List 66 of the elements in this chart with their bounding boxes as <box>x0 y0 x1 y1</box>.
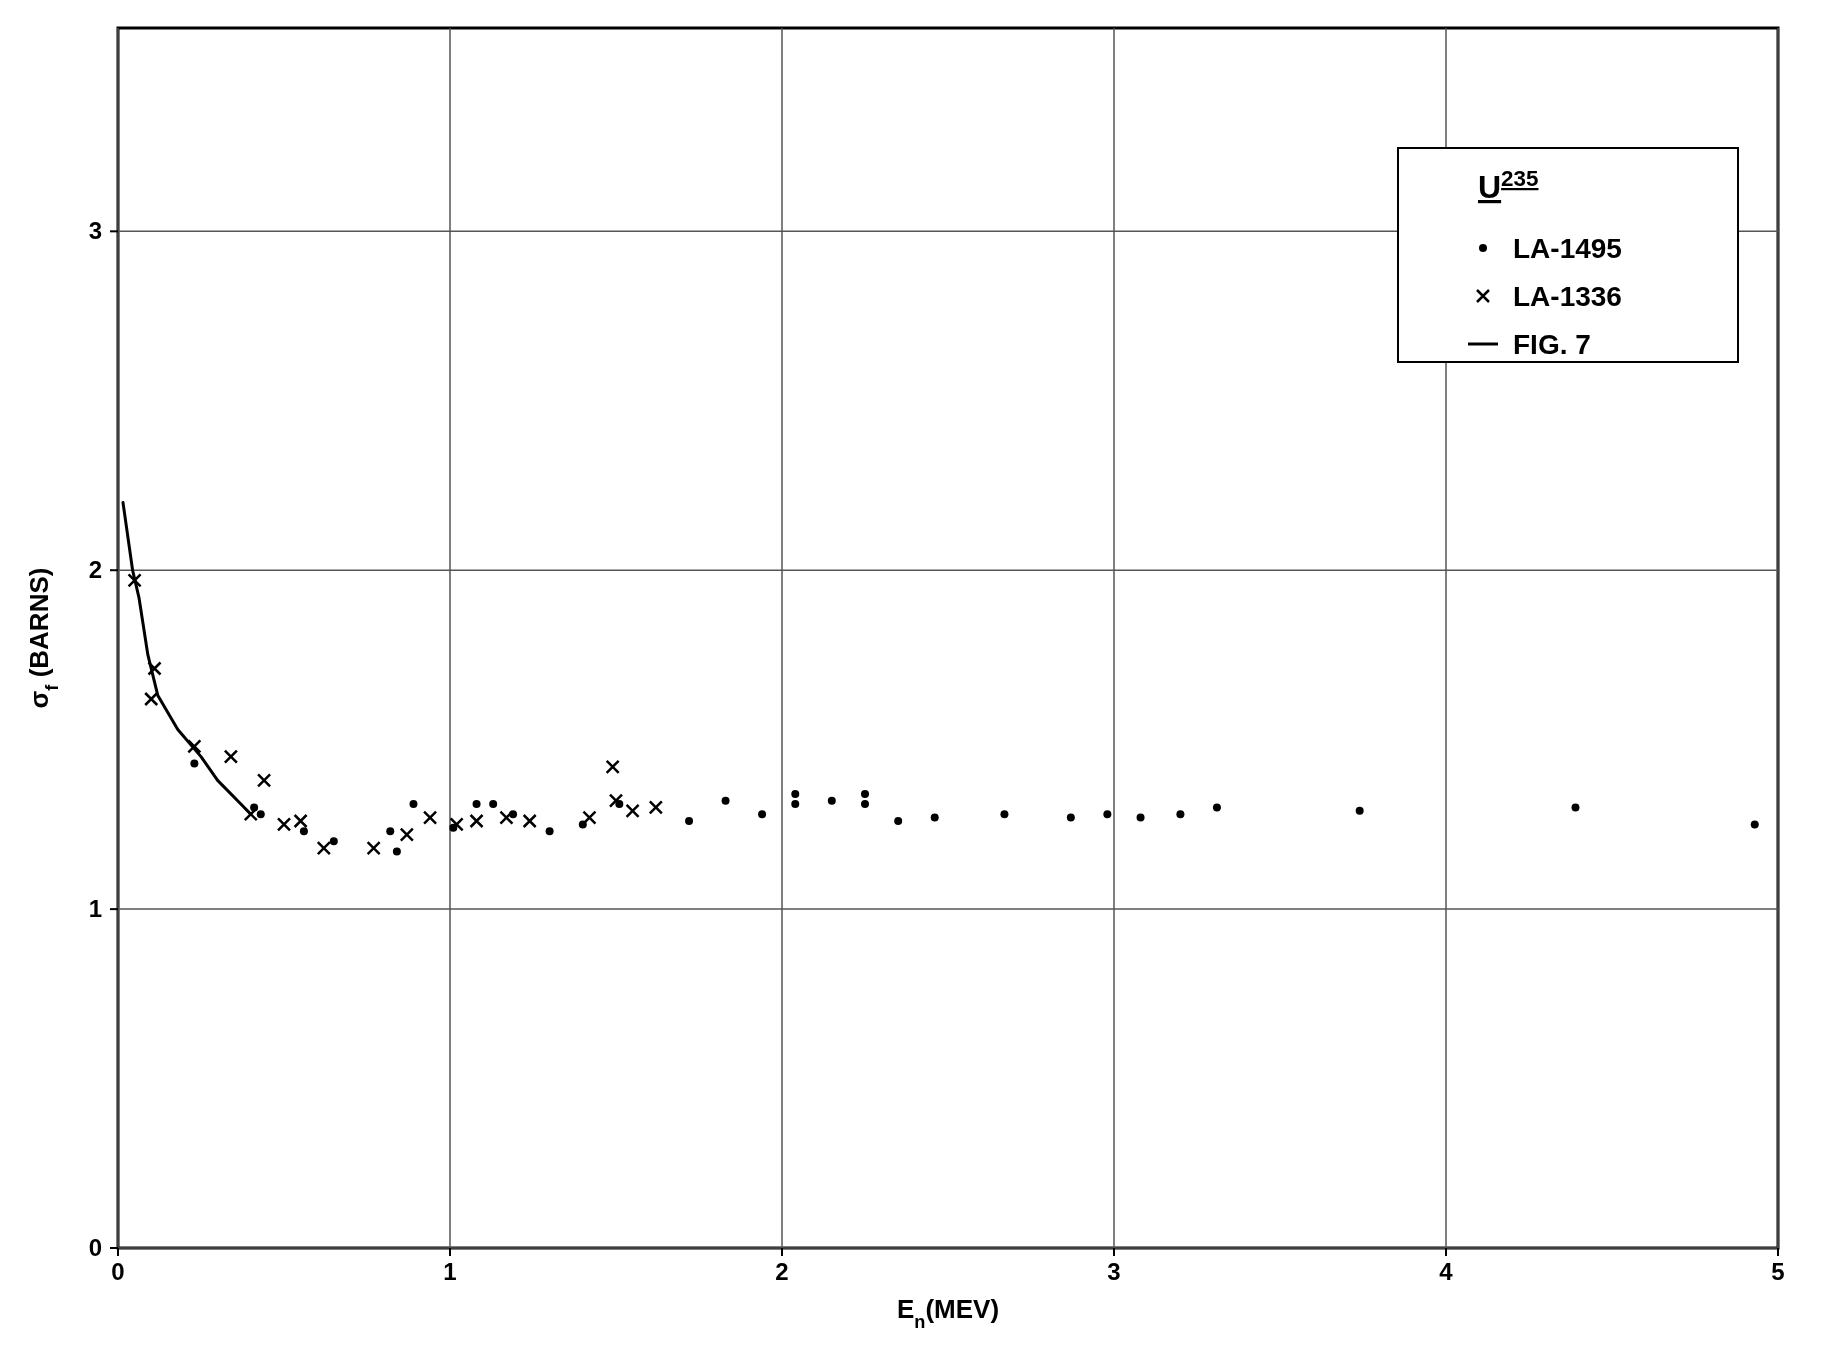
point <box>329 837 338 846</box>
point <box>685 817 694 825</box>
y-tick-label: 2 <box>88 556 102 584</box>
point <box>721 796 730 805</box>
point <box>861 789 869 798</box>
point <box>861 800 869 809</box>
point <box>1066 813 1075 822</box>
point <box>187 739 202 754</box>
point <box>243 806 259 822</box>
point <box>605 759 620 775</box>
legend-label: LA-1336 <box>1513 281 1622 312</box>
point <box>894 817 903 825</box>
point <box>469 813 484 829</box>
point <box>190 759 199 768</box>
legend-label: FIG. 7 <box>1513 329 1591 360</box>
point <box>316 840 332 856</box>
point <box>758 810 767 819</box>
x-tick-label: 3 <box>1107 1258 1121 1285</box>
point <box>299 827 308 836</box>
point <box>422 810 438 825</box>
point <box>256 810 265 819</box>
point <box>625 803 640 819</box>
point <box>648 800 664 815</box>
point <box>1212 803 1221 812</box>
point <box>223 749 239 764</box>
point <box>409 800 418 809</box>
point <box>276 817 292 832</box>
point <box>256 773 272 788</box>
point <box>827 796 836 805</box>
point <box>608 793 624 808</box>
legend-label: LA-1495 <box>1513 233 1622 264</box>
point <box>1571 803 1580 812</box>
x-tick-label: 2 <box>775 1258 789 1285</box>
point <box>1000 810 1009 819</box>
point <box>147 661 162 676</box>
point <box>545 827 554 836</box>
point <box>1103 810 1112 819</box>
point <box>1750 820 1759 829</box>
point <box>791 800 800 809</box>
point <box>293 813 308 829</box>
point <box>449 817 464 832</box>
y-tick-label: 1 <box>88 895 102 923</box>
point <box>489 800 498 809</box>
point <box>472 800 481 809</box>
point <box>791 789 800 798</box>
x-tick-label: 1 <box>443 1258 457 1285</box>
point <box>522 813 537 829</box>
point <box>582 810 597 825</box>
legend-title: U$^{235}$ <box>1478 165 1539 205</box>
point <box>1136 813 1145 822</box>
point <box>930 813 939 822</box>
point <box>392 847 401 856</box>
x-axis-title: E$_{n}$(MEV) <box>896 1294 1000 1332</box>
y-tick-label: 3 <box>88 217 102 245</box>
point <box>143 691 159 707</box>
point <box>399 827 415 842</box>
x-tick-label: 5 <box>1771 1258 1785 1285</box>
x-tick-label: 0 <box>111 1258 125 1285</box>
point <box>499 810 514 825</box>
y-tick-label: 0 <box>88 1234 102 1261</box>
point <box>1355 806 1364 815</box>
point <box>1176 810 1185 819</box>
point <box>366 840 381 856</box>
point <box>386 827 395 836</box>
point <box>127 573 142 588</box>
x-tick-label: 4 <box>1439 1258 1454 1285</box>
